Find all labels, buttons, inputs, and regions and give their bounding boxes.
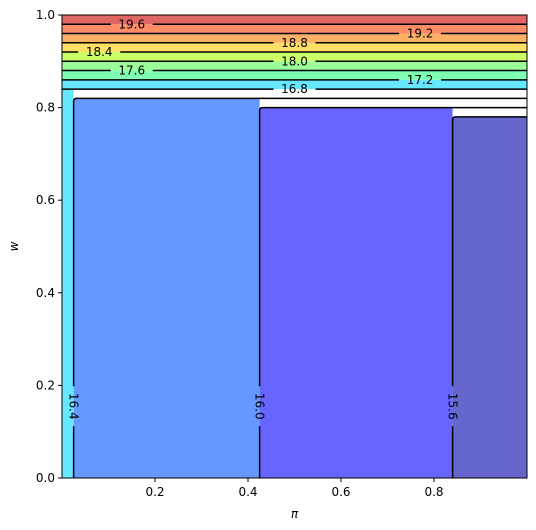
contour-band-7	[62, 15, 527, 25]
contour-label: 16.8	[281, 82, 308, 96]
y-tick-label: 0.4	[36, 286, 55, 300]
contour-lines	[62, 23, 527, 478]
plot-frame	[61, 14, 528, 479]
contour-band-5	[62, 33, 527, 43]
contour-band-4	[62, 42, 527, 53]
y-axis-title: w	[7, 241, 21, 251]
x-tick-label: 0.8	[424, 485, 443, 499]
x-axis-title: π	[291, 507, 299, 521]
y-tick-label: 0.6	[36, 193, 55, 207]
contour-label: 17.6	[118, 64, 145, 78]
contour-region-1	[73, 98, 260, 478]
contour-label: 15.6	[446, 393, 460, 420]
contour-label: 18.8	[281, 36, 308, 50]
contour-band-1	[62, 70, 527, 80]
contour-line-15-6	[451, 116, 527, 387]
contour-region-2	[259, 107, 453, 478]
x-tick-label: 0.2	[145, 485, 164, 499]
contour-label: 16.0	[253, 393, 267, 420]
contour-band-3	[62, 52, 527, 62]
contour-band-2	[62, 61, 527, 71]
y-tick-label: 0.8	[36, 101, 55, 115]
y-tick-label: 0.2	[36, 378, 55, 392]
contour-label: 19.6	[118, 17, 145, 31]
contour-region-0	[62, 89, 74, 478]
contour-region-3	[452, 116, 527, 479]
x-axis: 0.2 0.4 0.6 0.8	[145, 478, 444, 499]
contour-line-16-0	[258, 106, 527, 387]
contour-band-6	[62, 24, 527, 34]
contour-label: 18.4	[86, 45, 113, 59]
contour-label: 17.2	[407, 73, 434, 87]
y-tick-label: 0.0	[36, 471, 55, 485]
contour-fills	[62, 15, 527, 479]
x-tick-label: 0.6	[331, 485, 350, 499]
y-axis: 0.0 0.2 0.4 0.6 0.8 1.0	[36, 8, 62, 485]
y-tick-label: 1.0	[36, 8, 55, 22]
contour-label: 19.2	[407, 27, 434, 41]
contour-label: 16.4	[67, 393, 81, 420]
contour-line-16-4	[72, 97, 527, 387]
x-tick-label: 0.4	[238, 485, 257, 499]
contour-labels: 16.8 17.2 17.6 18.0 18.4 18.8 19.2 19.6 16.4 16.0…	[67, 17, 460, 419]
contour-label: 18.0	[281, 54, 308, 68]
contour-band-0	[62, 79, 527, 90]
